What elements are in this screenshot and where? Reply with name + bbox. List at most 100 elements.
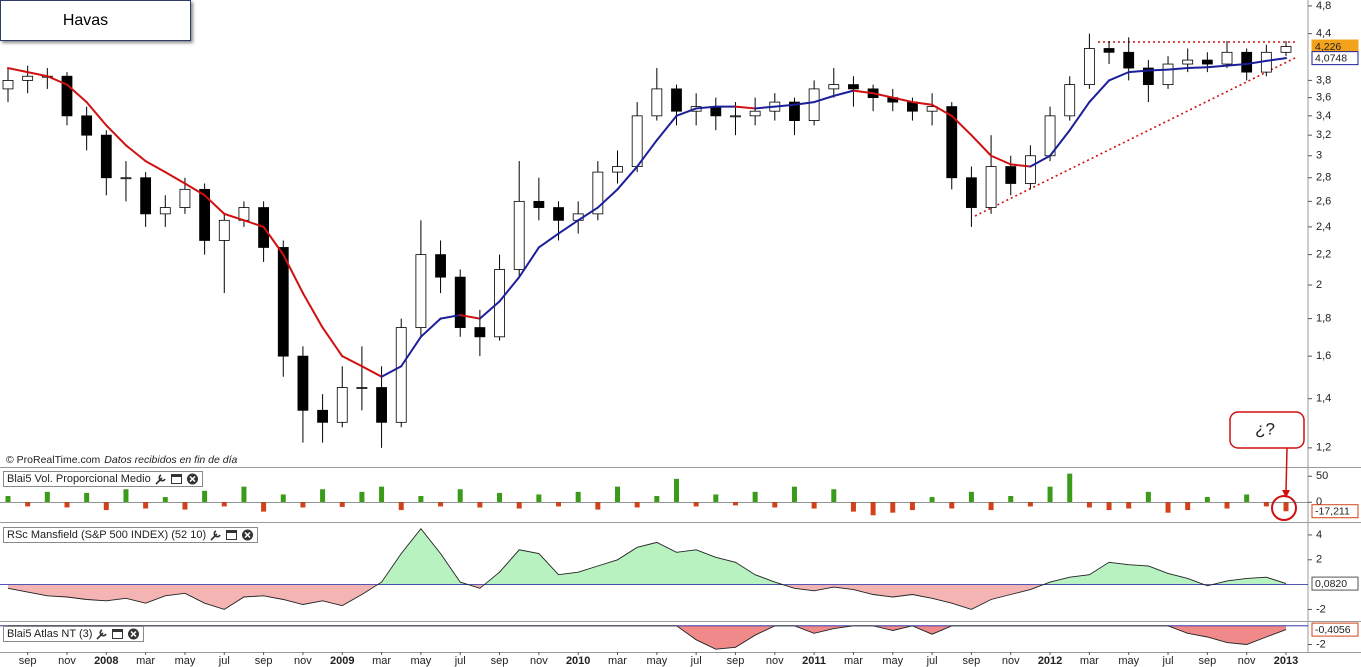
candle-body [1182, 59, 1194, 65]
moving-average-segment [183, 182, 206, 197]
bar [280, 494, 286, 503]
moving-average-segment [990, 154, 1012, 166]
close-icon[interactable] [241, 528, 254, 542]
settings-icon[interactable] [154, 472, 167, 486]
moving-average-segment [1108, 71, 1130, 82]
y-tick-label: 1,6 [1316, 350, 1331, 362]
bar [1145, 491, 1151, 503]
x-tick-label: sep [19, 655, 37, 667]
moving-average-segment [203, 194, 226, 215]
bar [241, 486, 247, 503]
y-tick-label: 1,4 [1316, 393, 1331, 405]
panel-title: Blai5 Vol. Proporcional Medio [3, 471, 203, 487]
x-tick-label: mar [1080, 655, 1099, 667]
x-tick-label: may [411, 655, 432, 667]
candle-body [710, 106, 722, 117]
x-tick-label: jul [1162, 655, 1174, 667]
moving-average-segment [360, 365, 383, 378]
bar [1027, 502, 1033, 507]
candle-body [2, 79, 14, 90]
bar [1008, 496, 1014, 503]
bar [477, 502, 483, 508]
window-icon[interactable] [170, 472, 183, 486]
bar [831, 489, 837, 503]
x-tick-label: mar [608, 655, 627, 667]
bar [497, 492, 503, 503]
x-tick-label: 2008 [94, 655, 118, 667]
bar [890, 502, 896, 513]
value-badge: 4,0748 [1311, 51, 1359, 66]
close-icon[interactable] [127, 627, 140, 641]
x-tick-label: may [1118, 655, 1139, 667]
bar [1185, 502, 1191, 511]
bar [870, 502, 876, 516]
value-badge-label: 4,0748 [1315, 52, 1347, 64]
bar [359, 491, 365, 503]
window-icon[interactable] [111, 627, 124, 641]
y-tick-label: 2 [1316, 279, 1322, 291]
candle-body [848, 84, 859, 90]
x-tick-label: 2013 [1274, 655, 1298, 667]
y-tick-label: 2,6 [1316, 195, 1331, 207]
candle-body [356, 387, 368, 389]
bar [929, 497, 935, 503]
moving-average-segment [773, 103, 796, 108]
bar [615, 486, 621, 503]
value-badge-box [1311, 504, 1359, 519]
support-line [974, 56, 1298, 217]
settings-icon[interactable] [209, 528, 222, 542]
close-icon[interactable] [186, 472, 199, 486]
moving-average-segment [754, 105, 776, 110]
moving-average-segment [557, 219, 580, 235]
bar [182, 502, 188, 510]
bar [44, 491, 50, 503]
panel-title: Blai5 Atlas NT (3) [3, 626, 145, 642]
moving-average-segment [1049, 129, 1071, 157]
bar [713, 494, 719, 503]
bar [634, 502, 640, 508]
y-tick-label: -2 [1316, 603, 1326, 615]
bar [1067, 473, 1073, 503]
settings-icon[interactable] [95, 627, 108, 641]
candle-body [828, 84, 840, 90]
moving-average-segment [380, 365, 403, 378]
y-tick-label: 4 [1316, 529, 1322, 541]
moving-average-segment [793, 101, 816, 106]
value-badge-box [1311, 576, 1359, 591]
x-tick-label: 2012 [1038, 655, 1062, 667]
moving-average-segment [341, 355, 363, 368]
x-tick-label: nov [1238, 655, 1256, 667]
window-icon[interactable] [225, 528, 238, 542]
candle-body [199, 188, 211, 241]
bar [516, 502, 522, 509]
value-badge-box [1311, 622, 1359, 637]
x-tick-label: mar [844, 655, 863, 667]
candle-body [140, 177, 152, 215]
candles [2, 33, 1292, 448]
moving-average-segment [1245, 59, 1268, 66]
candle-body [22, 75, 34, 81]
y-tick-label: 3,8 [1316, 74, 1331, 86]
candle-body [494, 269, 505, 338]
candle-body [749, 110, 761, 117]
x-tick-label: mar [136, 655, 155, 667]
candle-body [120, 177, 132, 180]
candle-body [1162, 63, 1174, 86]
x-tick-label: sep [1198, 655, 1216, 667]
candle-body [1221, 51, 1233, 65]
moving-average-segment [832, 89, 855, 97]
y-tick-label: 4,8 [1316, 0, 1331, 12]
callout-box [1229, 411, 1305, 449]
bar [5, 496, 11, 503]
y-tick-label: 3,2 [1316, 129, 1331, 141]
bar [536, 494, 542, 503]
x-tick-label: sep [727, 655, 745, 667]
x-tick-label: sep [491, 655, 509, 667]
moving-average-segment [223, 212, 245, 222]
y-tick-label: 2,2 [1316, 249, 1331, 261]
moving-average-segment [26, 71, 49, 78]
callout-text: ¿? [1255, 419, 1275, 438]
bar [949, 502, 955, 509]
